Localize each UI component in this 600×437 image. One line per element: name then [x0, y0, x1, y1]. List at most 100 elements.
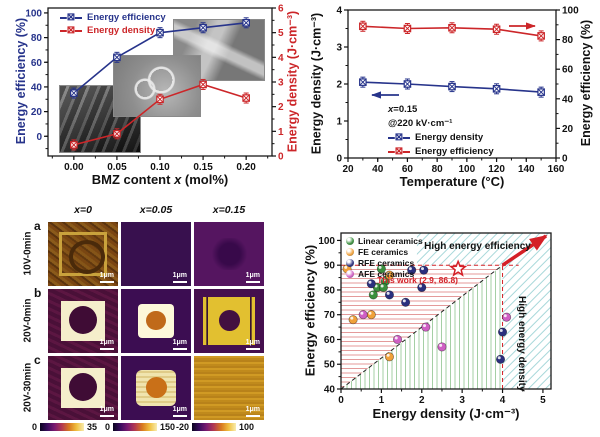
this-work-label: This work (2.9, 86.8) — [377, 275, 458, 285]
scatter-rfe-ceramics — [366, 265, 508, 364]
crossed-square-marker-icon — [60, 29, 82, 32]
br-legend-label: FE ceramics — [358, 247, 409, 257]
svg-text:6: 6 — [278, 4, 284, 15]
plot-frame — [340, 232, 552, 390]
trend-arrow-icon — [501, 234, 548, 267]
tl-legend-item-efficiency: Energy efficiency — [60, 12, 166, 23]
svg-text:4: 4 — [500, 395, 506, 406]
pfm-image-a-x0.15: 1μm — [194, 222, 264, 286]
pfm-row-label-20v-30min: 20V-30min — [22, 362, 34, 413]
colorbar1-min: 0 — [32, 422, 38, 432]
colorbar-gradient-icon — [113, 423, 158, 431]
crossed-square-marker-icon — [388, 136, 410, 139]
colorbar-gradient-icon — [192, 423, 237, 431]
svg-text:2: 2 — [336, 80, 342, 91]
high-efficiency-region-label: High energy efficiency — [424, 241, 531, 252]
svg-text:50: 50 — [324, 360, 336, 371]
scale-bar: 1μm — [99, 272, 114, 283]
comparison-chart-canvas: 0 1 2 3 4 5 40 50 60 70 80 90 100 — [318, 232, 552, 406]
pfm-row-letter-c: c — [34, 353, 41, 367]
panel-literature-comparison: 0 1 2 3 4 5 40 50 60 70 80 90 100 Energy efficiency … — [300, 200, 600, 437]
pfm-col-header-x015: x=0.15 — [212, 204, 246, 216]
br-legend-label: Linear ceramics — [358, 236, 423, 246]
svg-text:40: 40 — [324, 385, 336, 396]
svg-text:3: 3 — [278, 78, 284, 89]
svg-text:4: 4 — [336, 6, 342, 17]
tr-legend-item-density: Energy density — [388, 132, 494, 143]
svg-text:20: 20 — [342, 164, 354, 175]
svg-text:0: 0 — [338, 395, 344, 406]
tl-right-axis-title: Energy density (J·cm⁻³) — [285, 10, 300, 153]
scale-bar: 1μm — [99, 406, 114, 417]
tr-ann-value: =0.15 — [393, 104, 418, 115]
svg-text:60: 60 — [31, 58, 43, 69]
svg-text:80: 80 — [324, 285, 336, 296]
scale-bar: 1μm — [172, 406, 187, 417]
pfm-image-b-x0.05: 1μm — [121, 289, 191, 353]
svg-text:20: 20 — [562, 124, 574, 135]
pfm-image-b-x0: 1μm — [48, 289, 118, 353]
svg-text:60: 60 — [402, 164, 414, 175]
colorbar3-min: -20 — [176, 422, 190, 432]
tem-inset-x005-image — [114, 56, 200, 116]
tr-composition-annotation: x=0.15 — [388, 104, 494, 115]
scatter-afe-ceramics — [358, 310, 512, 352]
pfm-colorbar-2: 0 150 — [105, 422, 215, 432]
svg-text:40: 40 — [31, 82, 43, 93]
colorbar2-max: 150 — [160, 422, 176, 432]
scale-bar: 1μm — [172, 272, 187, 283]
br-legend: Linear ceramics FE ceramics RFE ceramics AF… — [346, 236, 423, 279]
crossed-square-marker-icon — [60, 16, 82, 19]
svg-text:80: 80 — [432, 164, 444, 175]
colorbar-gradient-icon — [40, 423, 85, 431]
svg-text:100: 100 — [459, 164, 476, 175]
tr-right-axis-title: Energy efficiency (%) — [579, 19, 593, 147]
svg-text:120: 120 — [488, 164, 505, 175]
colorbar3-max: 100 — [239, 422, 255, 432]
scale-bar: 1μm — [245, 406, 260, 417]
svg-text:2: 2 — [278, 102, 284, 113]
svg-text:1: 1 — [379, 395, 385, 406]
pfm-row-label-10v-0min: 10V-0min — [22, 231, 34, 276]
tl-xlabel-part1: BMZ content — [91, 172, 175, 187]
tr-left-axis-title: Energy density (J·cm⁻³) — [309, 12, 324, 155]
tl-legend-item-density: Energy density — [60, 25, 166, 36]
legend-dot-icon — [346, 259, 354, 267]
pfm-image-a-x0.05: 1μm — [121, 222, 191, 286]
svg-text:90: 90 — [324, 261, 336, 272]
br-x-axis-title: Energy density (J·cm⁻³) — [372, 406, 520, 421]
pfm-colorbar-1: 0 35 — [32, 422, 142, 432]
br-legend-label: RFE ceramics — [358, 258, 415, 268]
scatter-linear-ceramics — [368, 264, 390, 300]
pfm-col-header-x005: x=0.05 — [139, 204, 173, 216]
tr-annotations: x=0.15 @220 kV·cm⁻¹ Energy density Energ… — [388, 104, 494, 157]
svg-text:100: 100 — [318, 236, 335, 247]
svg-text:40: 40 — [562, 94, 574, 105]
tl-xlabel-part2: (mol%) — [181, 172, 229, 187]
scatter-fe-ceramics — [342, 264, 395, 362]
colorbar2-min: 0 — [105, 422, 111, 432]
pfm-row-letter-b: b — [34, 286, 42, 300]
br-legend-item-rfe-ceramics: RFE ceramics — [346, 258, 423, 268]
tr-legend-label-density: Energy density — [415, 132, 484, 143]
svg-text:3: 3 — [336, 43, 342, 54]
svg-text:160: 160 — [548, 164, 565, 175]
svg-text:0: 0 — [278, 152, 284, 163]
bmz-chart-canvas: 0.00 0.05 0.10 0.15 0.20 0 20 40 60 80 100 0 1 2 3 4 5 6 — [25, 4, 284, 174]
tl-legend-label-efficiency: Energy efficiency — [87, 12, 166, 23]
tl-axes: 0.00 0.05 0.10 0.15 0.20 0 20 40 60 80 100 0 1 2 3 4 5 6 — [25, 4, 284, 174]
scale-bar: 1μm — [245, 339, 260, 350]
colorbar1-max: 35 — [87, 422, 98, 432]
svg-text:100: 100 — [25, 8, 42, 19]
svg-text:5: 5 — [278, 28, 284, 39]
svg-text:140: 140 — [518, 164, 535, 175]
pfm-image-c-x0.15: 1μm — [194, 356, 264, 420]
crossed-square-marker-icon — [388, 150, 410, 153]
pfm-image-c-x0.05: 1μm — [121, 356, 191, 420]
panel-pfm-images: x=0 x=0.05 x=0.15 a b c 10V-0min 20V-0mi… — [0, 200, 300, 437]
this-work-star-icon — [449, 259, 468, 277]
scale-bar: 1μm — [245, 272, 260, 283]
svg-text:2: 2 — [419, 395, 425, 406]
svg-text:0: 0 — [36, 132, 42, 143]
